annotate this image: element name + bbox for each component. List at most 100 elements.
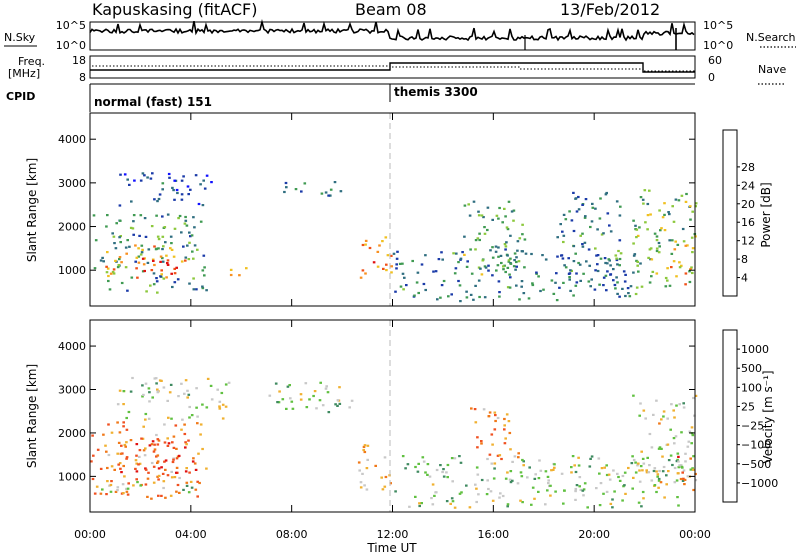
heatmap-cell [116, 266, 120, 269]
heatmap-cell [637, 270, 640, 273]
heatmap-cell [152, 259, 155, 262]
heatmap-cell [401, 455, 405, 458]
heatmap-cell [139, 253, 143, 256]
heatmap-cell [170, 470, 173, 473]
heatmap-cell [596, 254, 600, 257]
heatmap-cell [486, 457, 489, 461]
heatmap-cell [415, 281, 419, 284]
heatmap-cell [109, 483, 113, 487]
heatmap-cell [315, 407, 318, 410]
heatmap-cell [172, 457, 175, 460]
heatmap-cell [128, 183, 131, 186]
heatmap-cell [220, 391, 224, 395]
heatmap-cell [662, 410, 666, 413]
heatmap-cell [600, 467, 604, 470]
heatmap-cell [521, 233, 524, 236]
heatmap-cell [500, 457, 503, 461]
heatmap-cell [624, 492, 627, 495]
heatmap-cell [187, 193, 190, 196]
heatmap-cell [105, 271, 109, 274]
heatmap-cell [390, 254, 393, 257]
heatmap-cell [602, 276, 606, 279]
heatmap-cell [394, 290, 397, 293]
heatmap-cell [291, 407, 295, 410]
heatmap-cell [522, 292, 526, 295]
heatmap-cell [441, 470, 444, 474]
heatmap-cell [596, 263, 599, 266]
heatmap-cell [682, 240, 686, 243]
heatmap-cell [188, 471, 191, 474]
heatmap-cell [150, 443, 154, 446]
heatmap-cell [170, 476, 174, 479]
power-cells [92, 172, 698, 303]
heatmap-cell [463, 253, 466, 256]
heatmap-cell [382, 267, 385, 270]
heatmap-cell [521, 458, 524, 462]
heatmap-cell [109, 490, 113, 493]
heatmap-cell [185, 224, 189, 227]
heatmap-cell [481, 259, 485, 262]
freq-label-2: [MHz] [8, 67, 40, 80]
heatmap-cell [660, 227, 663, 230]
heatmap-cell [504, 215, 507, 218]
heatmap-cell [618, 295, 621, 298]
heatmap-cell [364, 272, 367, 275]
heatmap-cell [682, 406, 686, 409]
freq-left-tick-top: 18 [72, 54, 86, 67]
heatmap-cell [133, 179, 136, 182]
heatmap-cell [195, 387, 198, 390]
heatmap-cell [432, 270, 435, 273]
heatmap-cell [191, 460, 195, 463]
heatmap-cell [157, 197, 161, 201]
heatmap-cell [544, 503, 547, 506]
heatmap-cell [162, 480, 166, 483]
heatmap-cell [581, 243, 584, 246]
heatmap-cell [199, 183, 202, 186]
heatmap-cell [478, 238, 481, 242]
heatmap-cell [336, 399, 340, 402]
heatmap-cell [123, 443, 127, 447]
heatmap-cell [93, 492, 97, 495]
heatmap-cell [123, 173, 127, 176]
heatmap-cell [420, 502, 423, 505]
heatmap-cell [574, 487, 578, 491]
heatmap-cell [636, 260, 639, 263]
heatmap-cell [674, 435, 678, 438]
heatmap-cell [635, 286, 639, 289]
heatmap-cell [531, 282, 534, 285]
heatmap-cell [488, 411, 492, 414]
heatmap-cell [192, 288, 196, 291]
heatmap-cell [201, 287, 205, 290]
heatmap-cell [166, 399, 169, 402]
heatmap-cell [112, 235, 116, 238]
heatmap-cell [452, 252, 455, 255]
heatmap-cell [125, 457, 128, 460]
heatmap-cell [155, 214, 158, 217]
heatmap-cell [588, 264, 591, 267]
heatmap-cell [604, 193, 608, 196]
heatmap-cell [618, 264, 621, 267]
heatmap-cell [426, 473, 429, 476]
heatmap-cell [196, 415, 199, 418]
heatmap-cell [474, 284, 477, 287]
heatmap-cell [491, 246, 494, 249]
nsky-panel-frame [89, 21, 696, 51]
heatmap-cell [613, 490, 616, 493]
heatmap-cell [141, 257, 145, 260]
heatmap-cell [166, 259, 170, 262]
heatmap-cell [363, 484, 366, 487]
heatmap-cell [681, 227, 685, 231]
heatmap-cell [605, 464, 608, 467]
heatmap-cell [493, 467, 496, 470]
heatmap-cell [690, 442, 693, 445]
heatmap-cell [187, 491, 191, 494]
power-plot: 1000 2000 3000 4000 Slant Range [km] [25, 112, 698, 307]
heatmap-cell [571, 455, 575, 458]
heatmap-cell [655, 235, 659, 238]
heatmap-cell [358, 469, 361, 472]
heatmap-cell [372, 261, 376, 264]
heatmap-cell [245, 267, 248, 270]
heatmap-cell [675, 404, 678, 407]
heatmap-cell [169, 247, 172, 250]
heatmap-cell [202, 179, 205, 182]
